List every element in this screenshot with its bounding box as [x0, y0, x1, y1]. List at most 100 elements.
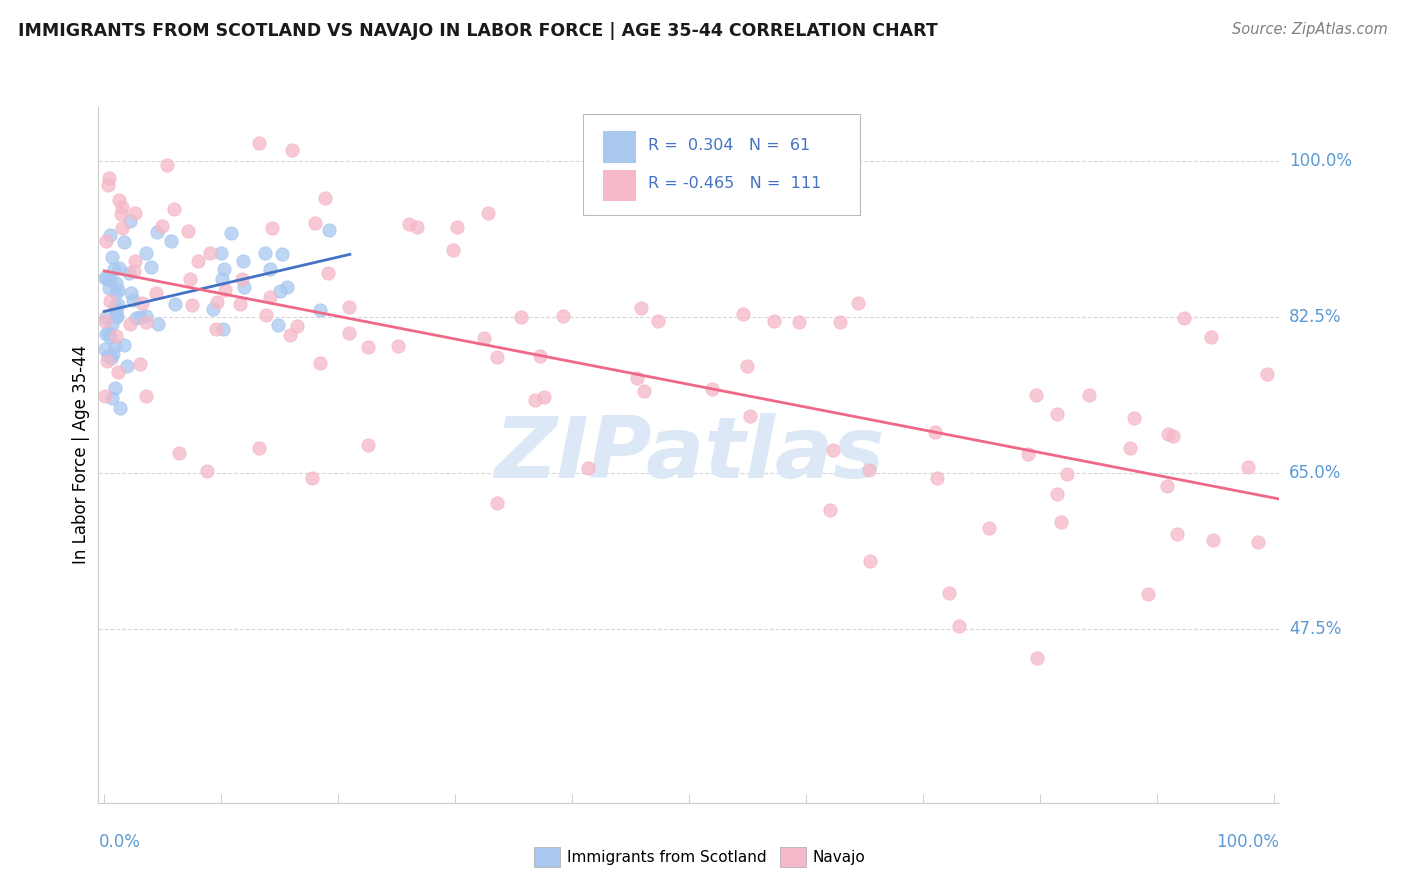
- Point: [110, 221, 132, 235]
- Point: [104, 381, 127, 395]
- Point: [124, 253, 146, 268]
- Point: [108, 261, 131, 276]
- Point: [821, 443, 844, 458]
- Point: [125, 310, 148, 325]
- Point: [740, 409, 762, 423]
- Point: [271, 247, 294, 261]
- Point: [97, 178, 120, 192]
- Point: [156, 158, 179, 172]
- Point: [731, 307, 754, 321]
- Point: [105, 304, 128, 318]
- Point: [117, 266, 139, 280]
- Point: [486, 496, 509, 510]
- Point: [108, 194, 131, 208]
- Point: [259, 290, 281, 304]
- Point: [1119, 441, 1142, 455]
- Point: [977, 521, 1000, 535]
- Point: [763, 314, 786, 328]
- Point: [254, 308, 277, 322]
- Text: 100.0%: 100.0%: [1216, 833, 1279, 851]
- Point: [200, 246, 222, 260]
- Point: [94, 313, 117, 327]
- Point: [398, 217, 420, 231]
- Point: [145, 286, 167, 301]
- Point: [104, 299, 127, 313]
- Point: [232, 280, 254, 294]
- Point: [107, 284, 129, 298]
- Point: [1173, 310, 1195, 325]
- Point: [211, 246, 233, 260]
- Point: [195, 464, 218, 478]
- Point: [229, 297, 252, 311]
- Point: [105, 276, 128, 290]
- Point: [100, 351, 122, 365]
- Point: [101, 317, 124, 331]
- Point: [1025, 388, 1047, 402]
- Point: [120, 285, 142, 300]
- Point: [135, 246, 157, 260]
- Point: [1017, 447, 1039, 461]
- Point: [160, 235, 183, 249]
- Text: Immigrants from Scotland: Immigrants from Scotland: [567, 850, 766, 864]
- Point: [131, 296, 153, 310]
- Point: [735, 359, 758, 373]
- Point: [337, 301, 360, 315]
- Point: [97, 349, 120, 363]
- Point: [1156, 426, 1178, 441]
- Point: [120, 317, 142, 331]
- Point: [128, 310, 150, 325]
- Point: [846, 295, 869, 310]
- Text: 65.0%: 65.0%: [1289, 464, 1341, 482]
- Point: [122, 264, 145, 278]
- Point: [1046, 408, 1069, 422]
- Point: [276, 280, 298, 294]
- Text: ZIPatlas: ZIPatlas: [494, 413, 884, 497]
- Point: [112, 338, 135, 352]
- Point: [477, 206, 499, 220]
- Point: [304, 216, 326, 230]
- Point: [150, 219, 173, 234]
- Point: [214, 283, 236, 297]
- Point: [205, 322, 228, 336]
- Point: [1236, 459, 1258, 474]
- Text: 82.5%: 82.5%: [1289, 308, 1341, 326]
- Point: [232, 254, 254, 268]
- Point: [129, 357, 152, 371]
- Point: [103, 262, 125, 277]
- Point: [231, 272, 253, 286]
- Point: [486, 350, 509, 364]
- Point: [820, 503, 842, 517]
- Point: [1122, 410, 1144, 425]
- Point: [308, 302, 330, 317]
- Point: [387, 339, 409, 353]
- Point: [104, 339, 127, 353]
- Point: [1166, 527, 1188, 541]
- Text: R = -0.465   N =  111: R = -0.465 N = 111: [648, 176, 821, 191]
- Point: [181, 298, 204, 312]
- Point: [626, 370, 648, 384]
- Point: [105, 309, 128, 323]
- Text: R =  0.304   N =  61: R = 0.304 N = 61: [648, 137, 810, 153]
- Point: [118, 214, 141, 228]
- Point: [948, 619, 970, 633]
- Point: [112, 235, 135, 249]
- FancyBboxPatch shape: [603, 169, 636, 201]
- Point: [830, 315, 852, 329]
- Point: [316, 266, 339, 280]
- Point: [1056, 467, 1078, 481]
- Point: [357, 340, 380, 354]
- Text: 47.5%: 47.5%: [1289, 620, 1341, 638]
- Point: [110, 207, 132, 221]
- Point: [254, 246, 277, 260]
- Point: [1137, 587, 1160, 601]
- Point: [337, 326, 360, 341]
- Point: [121, 293, 143, 307]
- Point: [167, 446, 190, 460]
- Point: [406, 220, 429, 235]
- Point: [146, 318, 169, 332]
- Point: [135, 389, 157, 403]
- Point: [524, 392, 547, 407]
- Point: [309, 356, 332, 370]
- Point: [858, 463, 880, 477]
- Point: [1050, 515, 1073, 529]
